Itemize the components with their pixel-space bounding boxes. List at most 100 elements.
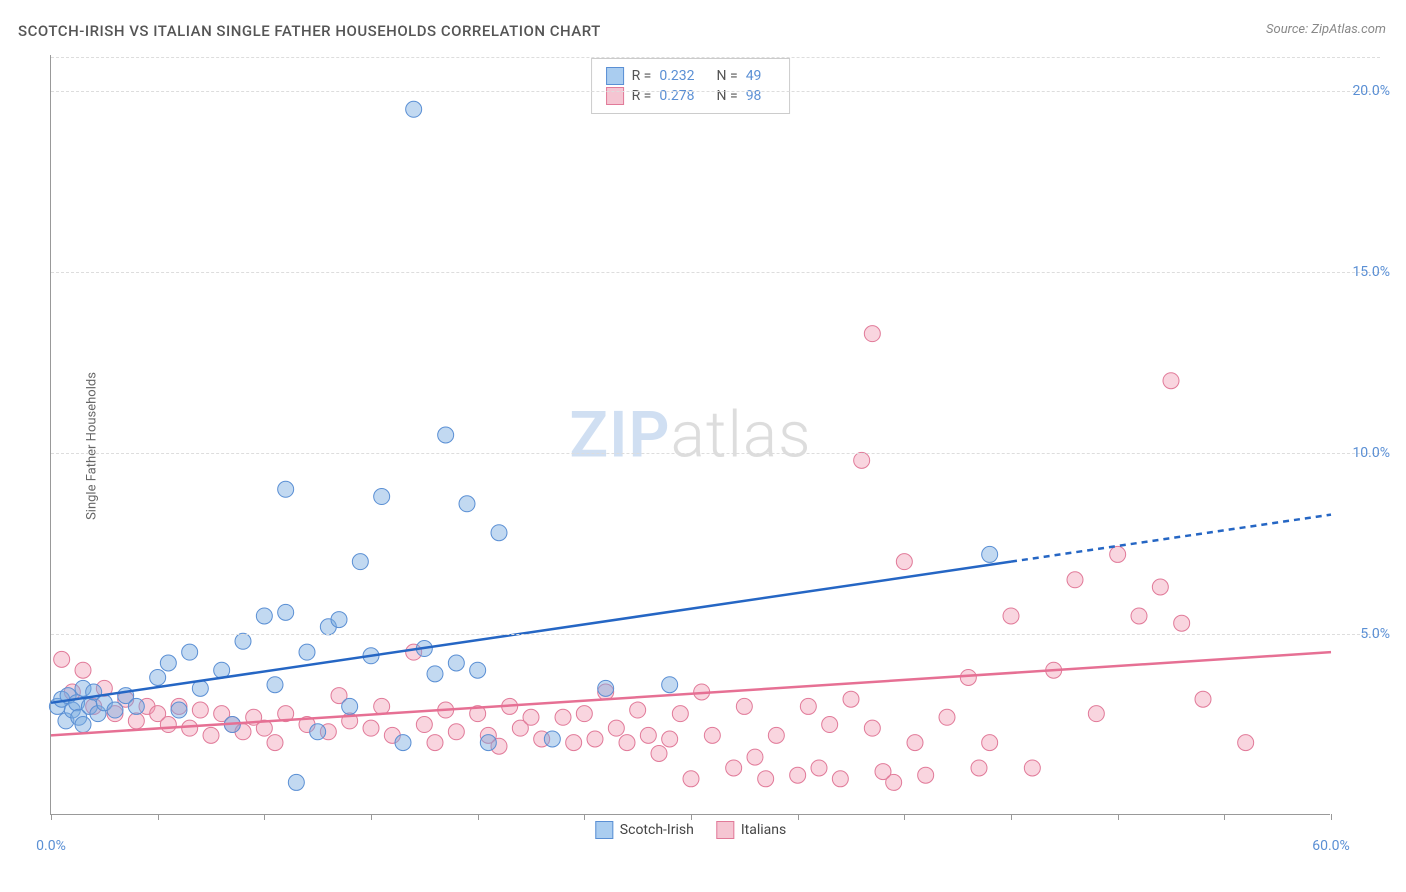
- scatter-point: [1195, 691, 1211, 707]
- scatter-point: [1003, 608, 1019, 624]
- legend-item: Scotch-Irish: [595, 821, 694, 839]
- scatter-point: [448, 724, 464, 740]
- x-tick: [1331, 814, 1332, 820]
- scatter-point: [459, 496, 475, 512]
- scatter-point: [267, 677, 283, 693]
- scatter-point: [182, 644, 198, 660]
- plot-area: ZIPatlas R = 0.232 N = 49 R = 0.278 N = …: [50, 55, 1330, 815]
- scatter-point: [448, 655, 464, 671]
- regression-line-extrapolated: [1011, 515, 1331, 562]
- source-label: Source: ZipAtlas.com: [1266, 22, 1386, 37]
- gridline: [51, 634, 1380, 635]
- regression-line: [51, 652, 1331, 735]
- scatter-point: [864, 720, 880, 736]
- gridline: [51, 272, 1380, 273]
- scatter-point: [982, 546, 998, 562]
- scatter-point: [1131, 608, 1147, 624]
- scatter-point: [278, 604, 294, 620]
- scatter-point: [630, 702, 646, 718]
- scatter-point: [651, 745, 667, 761]
- gridline: [51, 453, 1380, 454]
- scatter-point: [662, 731, 678, 747]
- x-tick: [1224, 814, 1225, 820]
- scatter-point: [128, 698, 144, 714]
- scatter-point: [854, 452, 870, 468]
- scatter-point: [1174, 615, 1190, 631]
- scatter-point: [150, 669, 166, 685]
- scatter-point: [491, 525, 507, 541]
- x-tick: [1118, 814, 1119, 820]
- legend-bottom: Scotch-Irish Italians: [595, 821, 786, 839]
- scatter-point: [544, 731, 560, 747]
- scatter-point: [160, 655, 176, 671]
- scatter-point: [427, 735, 443, 751]
- scatter-point: [608, 720, 624, 736]
- scatter-point: [939, 709, 955, 725]
- scatter-point: [811, 760, 827, 776]
- scatter-point: [1067, 572, 1083, 588]
- scatter-point: [203, 727, 219, 743]
- scatter-point: [310, 724, 326, 740]
- x-tick: [691, 814, 692, 820]
- scatter-point: [182, 720, 198, 736]
- scatter-point: [438, 427, 454, 443]
- scatter-point: [726, 760, 742, 776]
- y-tick-label: 10.0%: [1335, 445, 1390, 461]
- scatter-point: [406, 101, 422, 117]
- correlation-chart: SCOTCH-IRISH VS ITALIAN SINGLE FATHER HO…: [0, 0, 1406, 892]
- chart-title: SCOTCH-IRISH VS ITALIAN SINGLE FATHER HO…: [18, 22, 601, 40]
- scatter-point: [662, 677, 678, 693]
- scatter-point: [75, 717, 91, 733]
- scatter-point: [288, 774, 304, 790]
- scatter-point: [128, 713, 144, 729]
- scatter-point: [278, 481, 294, 497]
- scatter-point: [299, 644, 315, 660]
- scatter-point: [907, 735, 923, 751]
- scatter-point: [800, 698, 816, 714]
- scatter-point: [395, 735, 411, 751]
- scatter-point: [640, 727, 656, 743]
- x-tick: [51, 814, 52, 820]
- scatter-point: [427, 666, 443, 682]
- scatter-point: [1163, 373, 1179, 389]
- y-tick-label: 5.0%: [1335, 626, 1390, 642]
- scatter-point: [374, 489, 390, 505]
- x-tick-label: 60.0%: [1312, 838, 1350, 854]
- scatter-point: [896, 554, 912, 570]
- scatter-point: [704, 727, 720, 743]
- x-tick-label: 0.0%: [36, 838, 66, 854]
- x-tick: [371, 814, 372, 820]
- scatter-point: [470, 662, 486, 678]
- x-tick: [478, 814, 479, 820]
- scatter-point: [267, 735, 283, 751]
- scatter-point: [523, 709, 539, 725]
- scatter-point: [982, 735, 998, 751]
- gridline: [51, 57, 1380, 58]
- x-tick: [904, 814, 905, 820]
- scatter-point: [1152, 579, 1168, 595]
- scatter-point: [832, 771, 848, 787]
- x-tick: [798, 814, 799, 820]
- gridline: [51, 91, 1380, 92]
- scatter-point: [1110, 546, 1126, 562]
- scatter-point: [54, 651, 70, 667]
- scatter-point: [758, 771, 774, 787]
- scatter-point: [672, 706, 688, 722]
- scatter-point: [768, 727, 784, 743]
- scatter-point: [566, 735, 582, 751]
- legend-label-1: Italians: [741, 822, 786, 838]
- scatter-point: [736, 698, 752, 714]
- scatter-point: [331, 612, 347, 628]
- scatter-point: [363, 720, 379, 736]
- scatter-point: [619, 735, 635, 751]
- scatter-point: [747, 749, 763, 765]
- scatter-point: [352, 554, 368, 570]
- legend-item: Italians: [716, 821, 786, 839]
- scatter-point: [160, 717, 176, 733]
- scatter-point: [342, 698, 358, 714]
- x-tick: [584, 814, 585, 820]
- scatter-point: [822, 717, 838, 733]
- x-tick: [1011, 814, 1012, 820]
- scatter-point: [374, 698, 390, 714]
- scatter-point: [107, 702, 123, 718]
